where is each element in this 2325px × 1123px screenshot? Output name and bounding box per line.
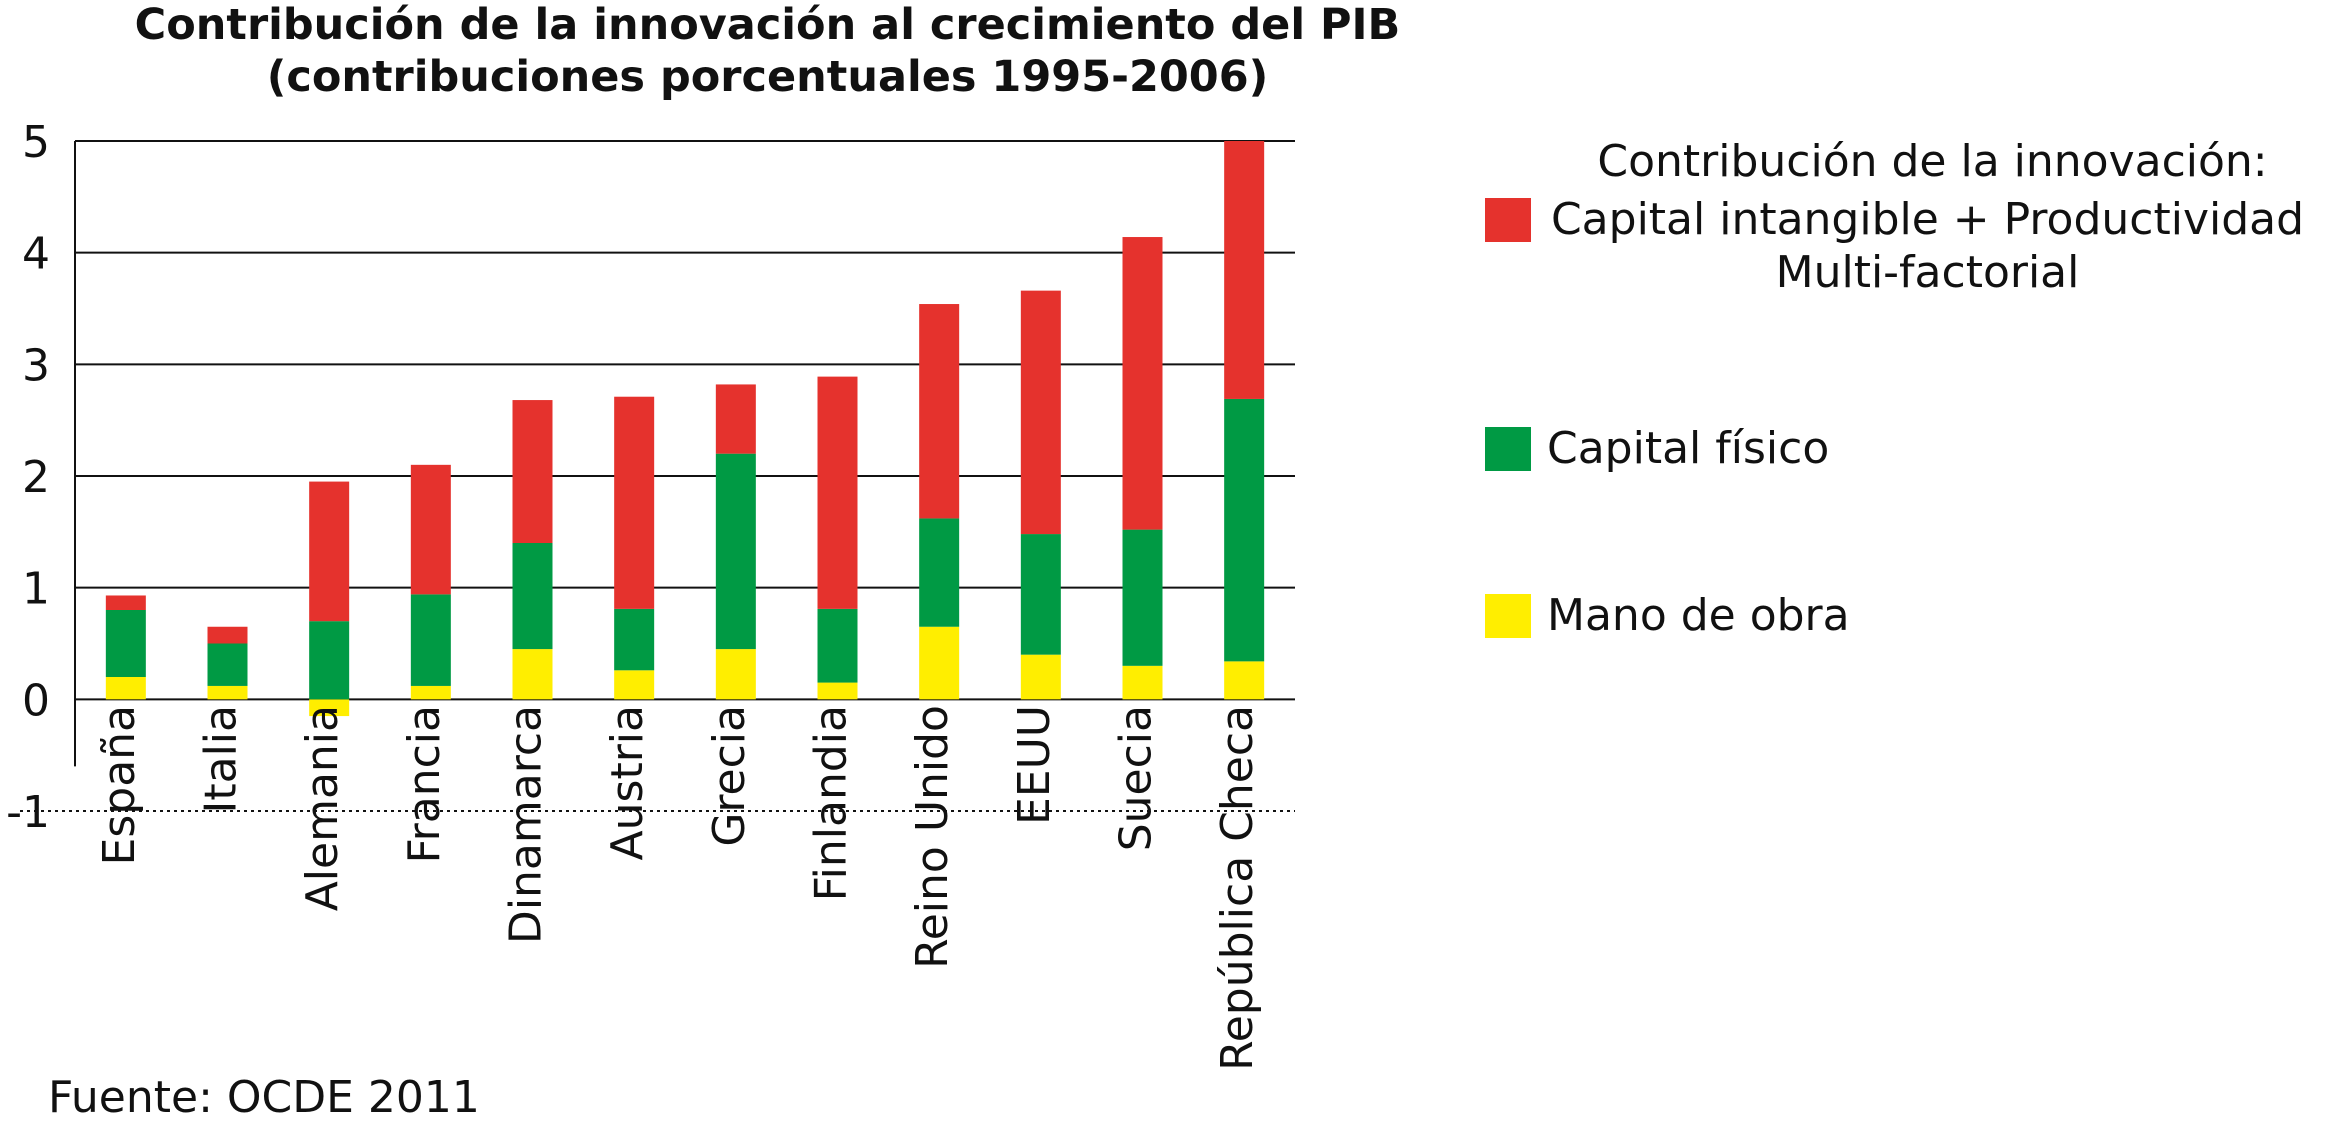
bar-segment-2 bbox=[1122, 237, 1163, 530]
x-tick-label: República Checa bbox=[1212, 705, 1263, 1071]
y-tick-label: 5 bbox=[22, 117, 50, 168]
x-tick-label: Dinamarca bbox=[501, 705, 552, 944]
bar-segment-1 bbox=[309, 621, 350, 700]
bar-segment-0 bbox=[105, 677, 146, 700]
bar-segment-1 bbox=[715, 453, 756, 650]
chart-title: Contribución de la innovación al crecimi… bbox=[134, 0, 1401, 50]
y-tick-label: 4 bbox=[22, 229, 50, 280]
bar-segment-2 bbox=[614, 396, 655, 609]
legend-swatch-physical-capital bbox=[1485, 427, 1531, 471]
x-tick-label: Austria bbox=[602, 705, 653, 860]
bar-segment-0 bbox=[410, 685, 451, 700]
bar-segment-0 bbox=[1020, 654, 1061, 700]
legend-label-innovation: Capital intangible + Productividad Multi… bbox=[1550, 194, 2305, 298]
bar-segment-2 bbox=[817, 376, 858, 609]
bar-segment-2 bbox=[207, 626, 248, 644]
x-tick-label: Alemania bbox=[297, 705, 348, 911]
x-tick-label: España bbox=[94, 705, 145, 865]
bar-segment-1 bbox=[512, 543, 553, 650]
y-tick-label: 3 bbox=[22, 340, 50, 391]
x-tick-label: Francia bbox=[399, 705, 450, 863]
bar-segment-1 bbox=[410, 594, 451, 686]
bar-segment-1 bbox=[1122, 529, 1163, 666]
bar-segment-2 bbox=[410, 464, 451, 595]
x-tick-label: Suecia bbox=[1111, 705, 1162, 851]
y-tick-label: 2 bbox=[22, 452, 50, 503]
chart-subtitle: (contribuciones porcentuales 1995-2006) bbox=[266, 51, 1269, 102]
bar-segment-0 bbox=[207, 685, 248, 700]
source-note: Fuente: OCDE 2011 bbox=[48, 1072, 480, 1123]
bar-segment-1 bbox=[817, 608, 858, 683]
bar-segment-2 bbox=[105, 595, 146, 610]
legend-label-labor: Mano de obra bbox=[1547, 590, 1850, 641]
bar-segment-2 bbox=[919, 304, 960, 519]
bar-segment-2 bbox=[715, 384, 756, 454]
bar-segment-1 bbox=[1020, 534, 1061, 655]
bar-segment-1 bbox=[614, 608, 655, 671]
legend-innovation-title: Contribución de la innovación: bbox=[1597, 136, 2268, 187]
bar-segment-2 bbox=[512, 400, 553, 543]
bar-segment-2 bbox=[309, 481, 350, 622]
bar-segment-0 bbox=[309, 699, 350, 717]
bar-segment-1 bbox=[207, 643, 248, 686]
y-tick-label: 0 bbox=[22, 675, 50, 726]
x-tick-label: Reino Unido bbox=[907, 705, 958, 969]
y-tick-label: -1 bbox=[6, 787, 50, 838]
bar-segment-0 bbox=[1224, 661, 1265, 700]
chart-title-block: Contribución de la innovación al crecimi… bbox=[0, 0, 1535, 103]
bar-segment-0 bbox=[512, 649, 553, 700]
legend-label-physical-capital: Capital físico bbox=[1547, 423, 1830, 474]
bar-segment-0 bbox=[919, 626, 960, 700]
x-tick-label: EEUU bbox=[1009, 705, 1060, 825]
x-tick-label: Grecia bbox=[704, 705, 755, 847]
bar-segment-1 bbox=[105, 610, 146, 677]
bar-segment-0 bbox=[614, 670, 655, 700]
bar-segment-0 bbox=[817, 682, 858, 700]
bar-segment-2 bbox=[1224, 141, 1265, 399]
legend-swatch-innovation bbox=[1485, 198, 1531, 242]
bar-segment-0 bbox=[1122, 665, 1163, 700]
bar-segment-0 bbox=[715, 649, 756, 700]
x-tick-label: Finlandia bbox=[806, 705, 857, 901]
bar-segment-2 bbox=[1020, 290, 1061, 535]
bar-segment-1 bbox=[1224, 398, 1265, 662]
bar-segment-1 bbox=[919, 518, 960, 627]
legend-swatch-labor bbox=[1485, 594, 1531, 638]
y-tick-label: 1 bbox=[22, 564, 50, 615]
x-tick-label: Italia bbox=[196, 705, 247, 814]
